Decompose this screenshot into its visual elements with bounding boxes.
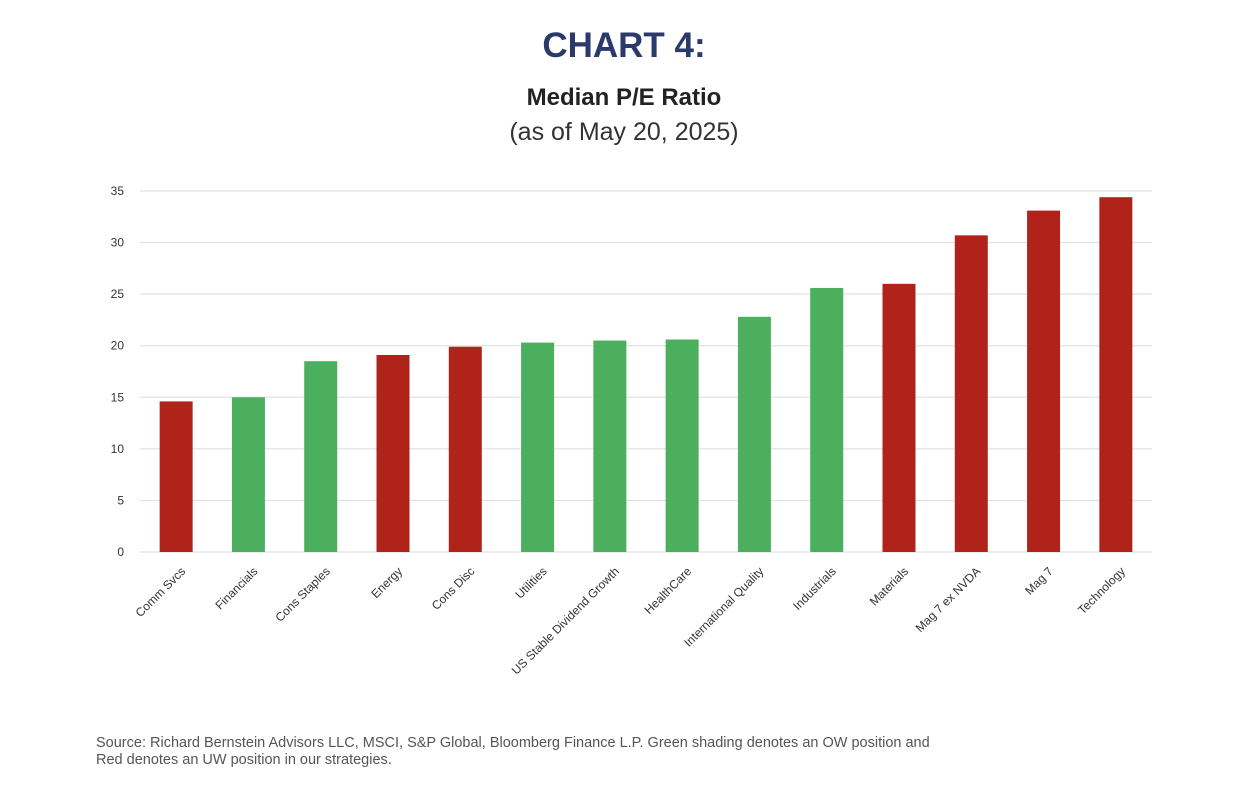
bar bbox=[1099, 197, 1133, 552]
chart-subtitle: Median P/E Ratio bbox=[526, 84, 722, 111]
x-tick-label: Utilities bbox=[512, 564, 549, 601]
bar bbox=[954, 235, 988, 552]
y-tick-label: 20 bbox=[111, 339, 125, 353]
bar bbox=[304, 361, 338, 552]
y-tick-label: 30 bbox=[111, 236, 125, 250]
y-tick-label: 25 bbox=[111, 287, 125, 301]
x-tick-label: Financials bbox=[212, 564, 260, 612]
x-tick-label: Cons Disc bbox=[429, 564, 478, 613]
x-tick-label: Industrials bbox=[790, 564, 839, 613]
bar-chart: 0 5 10 15 20 25 30 35 Comm Svcs Financials Cons St… bbox=[111, 184, 1152, 677]
bar bbox=[1027, 210, 1061, 552]
x-tick-label: Mag 7 ex NVDA bbox=[913, 564, 984, 635]
y-tick-label: 10 bbox=[111, 442, 125, 456]
x-tick-label: Mag 7 bbox=[1022, 564, 1056, 598]
bar bbox=[810, 287, 844, 552]
bar bbox=[593, 340, 627, 552]
bar bbox=[448, 346, 482, 552]
bar bbox=[521, 342, 555, 552]
bar bbox=[737, 316, 771, 552]
y-tick-label: 15 bbox=[111, 390, 125, 404]
bar bbox=[231, 397, 265, 552]
y-tick-label: 35 bbox=[111, 184, 125, 198]
x-tick-label: Cons Staples bbox=[272, 564, 332, 624]
y-tick-label: 0 bbox=[117, 545, 124, 559]
x-tick-label: Materials bbox=[867, 564, 911, 608]
bar bbox=[665, 339, 699, 552]
bar bbox=[882, 283, 916, 552]
x-tick-label: HealthCare bbox=[641, 564, 694, 617]
x-tick-label: Technology bbox=[1075, 564, 1128, 617]
x-tick-label: Energy bbox=[368, 564, 405, 601]
x-tick-label: Comm Svcs bbox=[133, 564, 189, 620]
bar bbox=[376, 354, 410, 552]
y-tick-label: 5 bbox=[117, 493, 124, 507]
bar bbox=[159, 401, 193, 552]
source-line-2: Red denotes an UW position in our strate… bbox=[96, 752, 392, 768]
x-tick-label: International Quality bbox=[681, 564, 766, 649]
chart-title: CHART 4: bbox=[542, 26, 706, 65]
source-note: Source: Richard Bernstein Advisors LLC, … bbox=[96, 735, 1186, 769]
chart-date: (as of May 20, 2025) bbox=[509, 118, 739, 146]
source-line-1: Source: Richard Bernstein Advisors LLC, … bbox=[96, 735, 930, 751]
